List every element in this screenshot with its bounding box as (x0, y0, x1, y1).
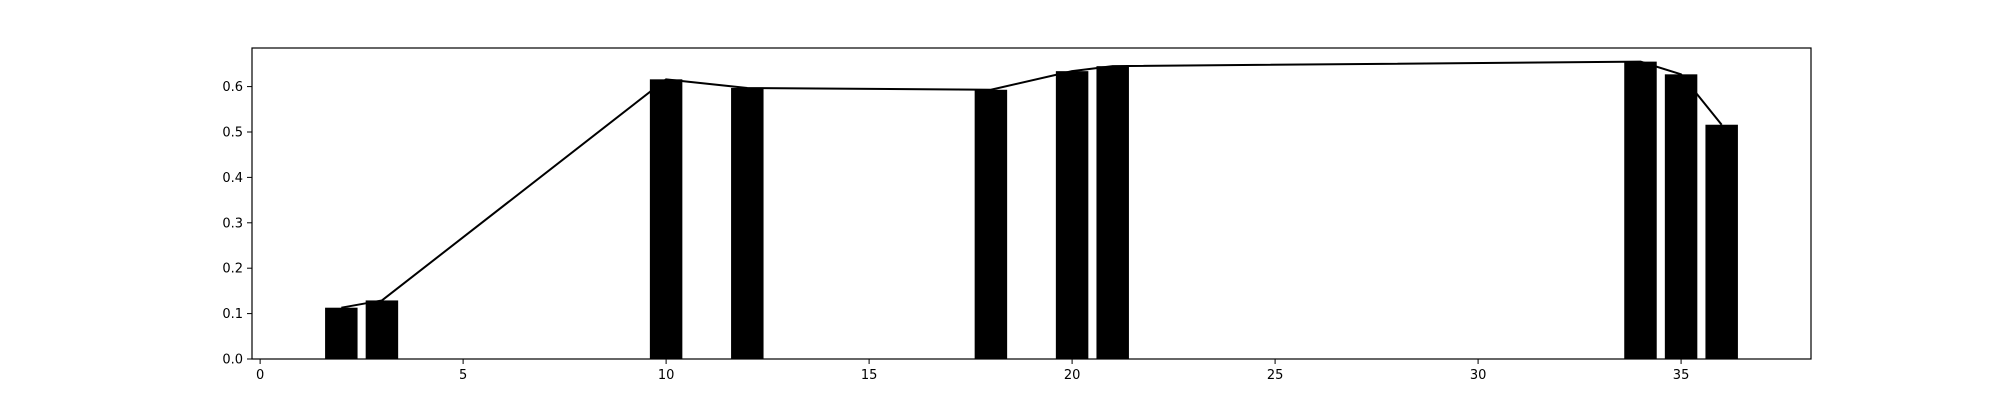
bar (325, 307, 358, 359)
x-tick-label: 5 (459, 368, 467, 383)
bar (1705, 124, 1738, 359)
y-tick-label: 0.1 (222, 307, 243, 322)
x-tick-label: 10 (658, 368, 675, 383)
bar (1664, 74, 1698, 359)
x-tick-label: 15 (861, 368, 878, 383)
y-tick-label: 0.3 (222, 216, 243, 231)
series-line (341, 60, 1723, 309)
line-layer (341, 60, 1723, 309)
x-tick-label: 0 (256, 368, 264, 383)
y-tick-label: 0.4 (222, 171, 243, 186)
y-tick-label: 0.0 (222, 353, 243, 368)
y-tick-label: 0.5 (222, 125, 243, 140)
bar (365, 300, 399, 359)
x-tick-label: 25 (1267, 368, 1284, 383)
x-tick-label: 20 (1064, 368, 1081, 383)
y-tick-label: 0.6 (222, 80, 243, 95)
plot-frame (251, 47, 1812, 360)
axes-layer: 0 5 10 15 20 25 30 35 0.0 0.1 0.2 0.3 0.4 0.5 0.6 (222, 47, 1812, 383)
x-tick-label: 30 (1470, 368, 1487, 383)
x-tick-label: 35 (1673, 368, 1690, 383)
bars-layer (325, 61, 1738, 360)
bar (731, 87, 764, 360)
bar (1624, 61, 1657, 360)
y-tick-label: 0.2 (222, 262, 243, 277)
bar (649, 79, 683, 360)
bar (974, 89, 1008, 359)
bar (1055, 71, 1089, 359)
bar (1096, 66, 1129, 359)
